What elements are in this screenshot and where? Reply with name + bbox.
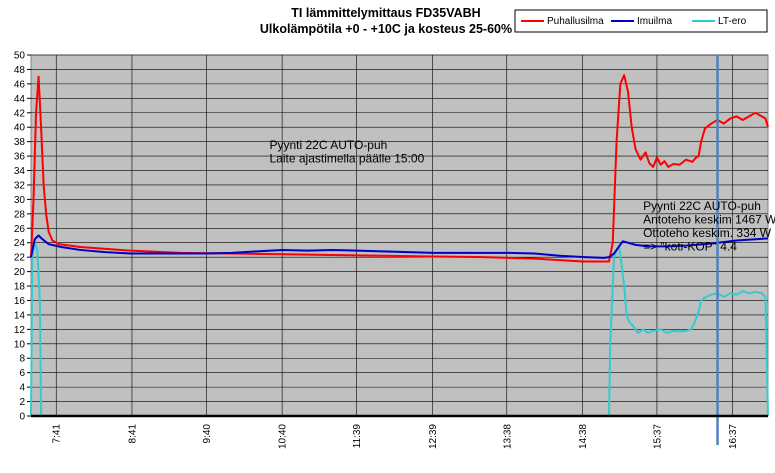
y-tick-label: 40 [14,123,26,134]
x-tick-label: 14:38 [578,424,589,449]
legend: Puhallusilma Imuilma LT-ero [514,9,768,33]
series-line-imuilma [30,234,769,259]
y-tick-label: 28 [14,209,26,220]
x-tick-label: 11:39 [352,424,363,449]
y-tick-label: 16 [14,296,26,307]
y-tick-label: 6 [19,368,25,379]
x-tick-label: 15:37 [652,424,663,449]
annotation-text: Antoteho keskim 1467 W [643,213,775,227]
chart-subtitle: Ulkolämpötila +0 - +10C ja kosteus 25-60… [260,22,512,36]
annotation-text: Laite ajastimella päälle 15:00 [270,151,425,165]
x-tick-label: 7:41 [52,424,63,444]
annotation-text: Ottoteho keskim. 334 W [643,226,772,240]
y-tick-label: 44 [14,94,26,105]
y-tick-label: 26 [14,224,26,235]
y-tick-label: 4 [19,383,25,394]
annotation-text: Pyynti 22C AUTO-puh [270,138,388,152]
legend-label-imuilma: Imuilma [637,16,672,27]
y-tick-label: 0 [19,412,25,423]
x-axis: 7:41 8:41 9:40 10:40 11:39 12:39 13:38 14:38 15:… [52,424,739,449]
x-tick-label: 10:40 [278,424,289,449]
y-tick-label: 46 [14,79,26,90]
annotation-text: => "koti-KOP" 4.4 [643,240,737,254]
y-tick-label: 18 [14,282,26,293]
y-tick-label: 8 [19,354,25,365]
x-tick-label: 16:37 [728,424,739,449]
y-tick-label: 20 [14,267,26,278]
y-tick-label: 42 [14,108,26,119]
y-tick-label: 24 [14,238,26,249]
x-tick-label: 13:38 [502,424,513,449]
y-tick-label: 32 [14,180,26,191]
y-tick-label: 48 [14,65,26,76]
y-tick-label: 34 [14,166,26,177]
legend-label-puhallusilma: Puhallusilma [547,16,604,27]
plot-area [30,54,769,417]
y-tick-label: 38 [14,137,26,148]
y-axis: 0246810121416182022242628303234363840424… [14,51,31,423]
annotation-text: Pyynti 22C AUTO-puh [643,199,761,213]
y-tick-label: 36 [14,152,26,163]
y-tick-label: 2 [19,397,25,408]
chart-title: TI lämmittelymittaus FD35VABH [291,6,480,20]
legend-box [514,9,768,33]
y-tick-label: 14 [14,310,26,321]
y-tick-label: 50 [14,51,26,62]
x-tick-label: 9:40 [202,424,213,444]
x-tick-label: 8:41 [127,424,138,444]
y-tick-label: 12 [14,325,26,336]
y-tick-label: 10 [14,339,26,350]
legend-label-lt-ero: LT-ero [718,16,747,27]
y-tick-label: 22 [14,253,26,264]
x-tick-label: 12:39 [428,424,439,449]
y-tick-label: 30 [14,195,26,206]
